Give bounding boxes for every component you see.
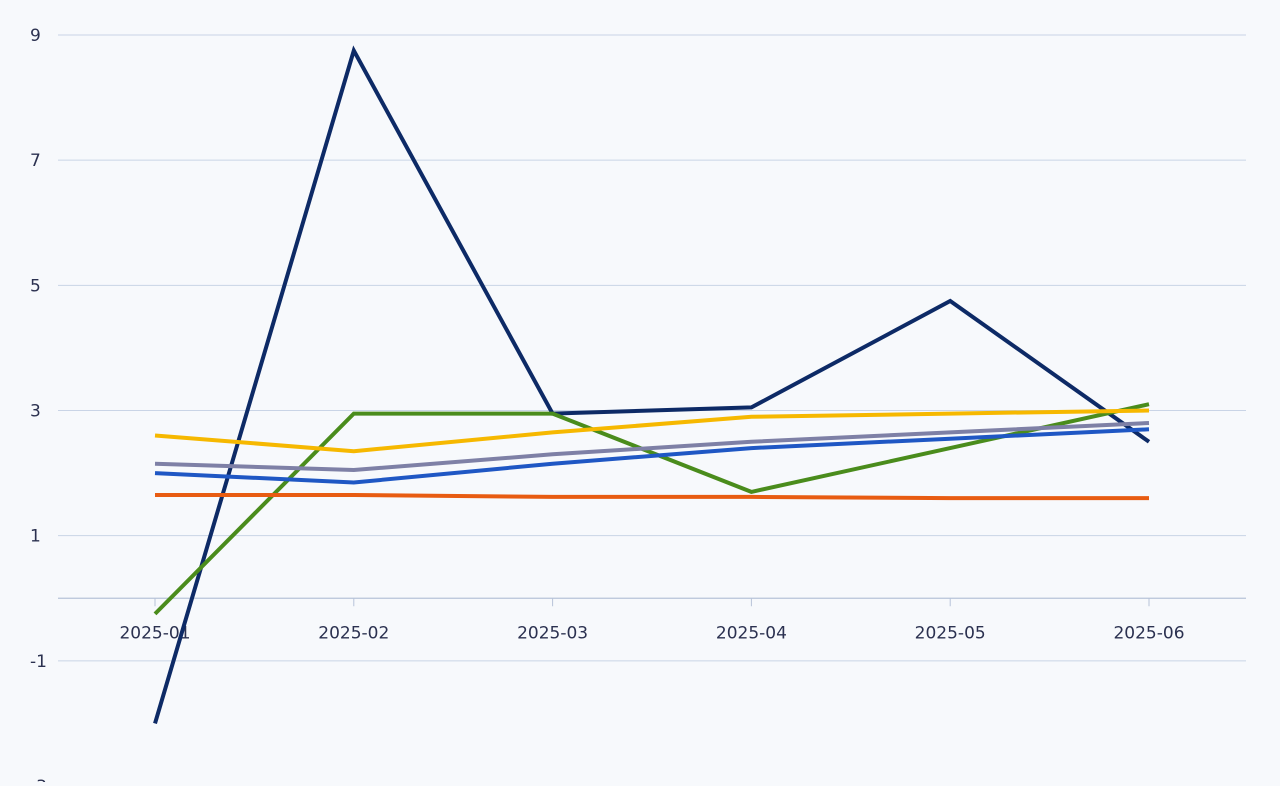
series-lines bbox=[153, 45, 1151, 724]
series-line-1 bbox=[153, 45, 1151, 724]
series-line-6 bbox=[155, 493, 1149, 501]
y-tick-label: 1 bbox=[30, 527, 41, 547]
x-tick-label: 2025-05 bbox=[915, 623, 986, 643]
y-tick-label: 5 bbox=[30, 276, 41, 296]
x-tick-label: 2025-04 bbox=[716, 623, 787, 643]
x-tick-label: 2025-02 bbox=[318, 623, 389, 643]
y-tick-label: 3 bbox=[30, 402, 41, 422]
gridlines bbox=[58, 34, 1246, 786]
x-tick-label: 2025-03 bbox=[517, 623, 588, 643]
y-axis-ticks: 9 7 5 3 1 -1 -3 bbox=[30, 26, 47, 786]
y-tick-label: -3 bbox=[30, 777, 47, 782]
y-tick-label: -1 bbox=[30, 652, 47, 672]
series-line-5 bbox=[154, 427, 1150, 485]
y-tick-label: 7 bbox=[30, 151, 41, 171]
y-tick-label: 9 bbox=[30, 26, 41, 46]
series-line-4 bbox=[154, 421, 1150, 473]
x-tick-label: 2025-06 bbox=[1113, 623, 1184, 643]
series-line-3 bbox=[154, 408, 1150, 454]
x-axis bbox=[58, 597, 1246, 607]
x-axis-ticks: 2025-01 2025-02 2025-03 2025-04 2025-05 2025-… bbox=[119, 623, 1184, 643]
x-tick-label: 2025-01 bbox=[119, 623, 190, 643]
